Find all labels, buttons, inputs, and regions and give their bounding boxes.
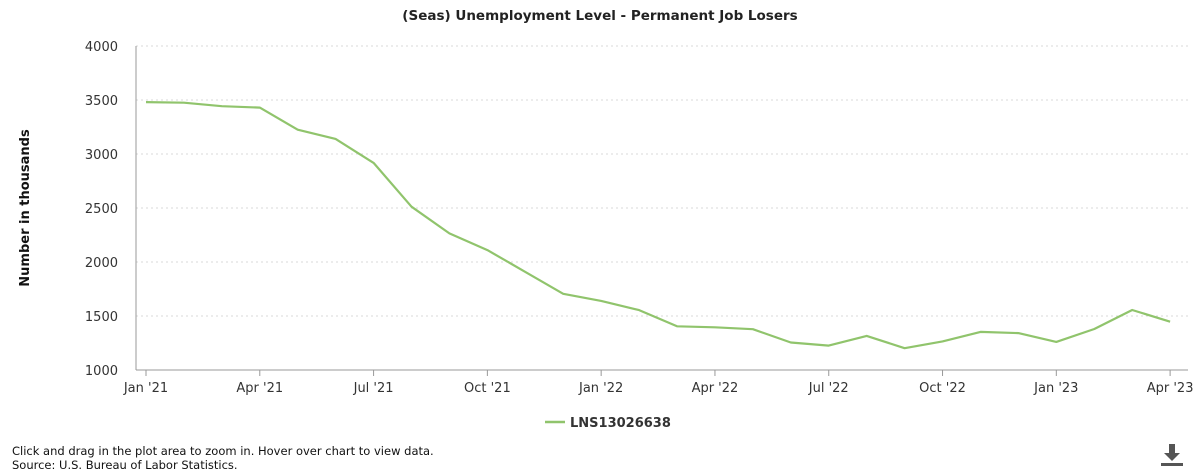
legend[interactable]: LNS13026638: [545, 416, 671, 431]
y-tick-label: 2500: [85, 202, 118, 217]
x-axis: Jan '21 Apr '21 Jul '21 Oct '21 Jan '22 Apr '…: [123, 46, 1194, 396]
x-tick-label: Oct '22: [919, 381, 966, 396]
data-point[interactable]: [899, 342, 911, 354]
x-tick-label: Jul '22: [808, 381, 849, 396]
data-point[interactable]: [140, 96, 152, 108]
data-point[interactable]: [216, 100, 228, 112]
data-point[interactable]: [785, 336, 797, 348]
data-point[interactable]: [709, 321, 721, 333]
data-point[interactable]: [368, 157, 380, 169]
y-tick-label: 2000: [85, 256, 118, 271]
data-point[interactable]: [178, 97, 190, 109]
download-icon: [1161, 444, 1183, 466]
y-axis: 1000 1500 2000 2500 3000 3500 4000: [85, 40, 118, 379]
series-line-lns13026638[interactable]: [145, 101, 1171, 350]
data-point[interactable]: [406, 201, 418, 213]
data-point[interactable]: [1164, 316, 1176, 328]
x-tick-label: Jan '22: [578, 381, 623, 396]
footer-source: Source: U.S. Bureau of Labor Statistics.: [12, 458, 238, 472]
x-tick-label: Apr '23: [1147, 381, 1194, 396]
data-point[interactable]: [443, 227, 455, 239]
chart-title: (Seas) Unemployment Level - Permanent Jo…: [402, 8, 797, 24]
y-tick-label: 3500: [85, 94, 118, 109]
download-button[interactable]: [1158, 442, 1186, 468]
data-point[interactable]: [519, 266, 531, 278]
x-tick-label: Jan '21: [123, 381, 168, 396]
footer-instructions: Click and drag in the plot area to zoom …: [12, 444, 434, 458]
data-point[interactable]: [937, 335, 949, 347]
data-point[interactable]: [861, 330, 873, 342]
x-tick-label: Apr '22: [692, 381, 739, 396]
data-point[interactable]: [292, 124, 304, 136]
y-tick-label: 3000: [85, 148, 118, 163]
data-point[interactable]: [557, 288, 569, 300]
y-tick-label: 1000: [85, 364, 118, 379]
legend-item-label[interactable]: LNS13026638: [570, 416, 671, 431]
data-point[interactable]: [633, 304, 645, 316]
x-tick-label: Oct '21: [464, 381, 511, 396]
y-tick-label: 4000: [85, 40, 118, 55]
data-point[interactable]: [481, 244, 493, 256]
data-point[interactable]: [671, 320, 683, 332]
data-point[interactable]: [330, 133, 342, 145]
data-point[interactable]: [1088, 323, 1100, 335]
x-tick-label: Jan '23: [1033, 381, 1078, 396]
gridlines: [136, 45, 1188, 317]
data-point[interactable]: [823, 340, 835, 352]
data-point[interactable]: [595, 295, 607, 307]
data-point[interactable]: [747, 323, 759, 335]
data-point[interactable]: [254, 102, 266, 114]
data-point[interactable]: [1050, 336, 1062, 348]
data-point[interactable]: [1126, 304, 1138, 316]
y-tick-label: 1500: [85, 310, 118, 325]
x-tick-label: Jul '21: [353, 381, 394, 396]
x-tick-label: Apr '21: [236, 381, 283, 396]
chart[interactable]: (Seas) Unemployment Level - Permanent Jo…: [0, 0, 1200, 440]
data-point[interactable]: [974, 326, 986, 338]
data-point[interactable]: [1012, 327, 1024, 339]
y-axis-label: Number in thousands: [18, 129, 33, 287]
series-layer[interactable]: [140, 96, 1176, 354]
